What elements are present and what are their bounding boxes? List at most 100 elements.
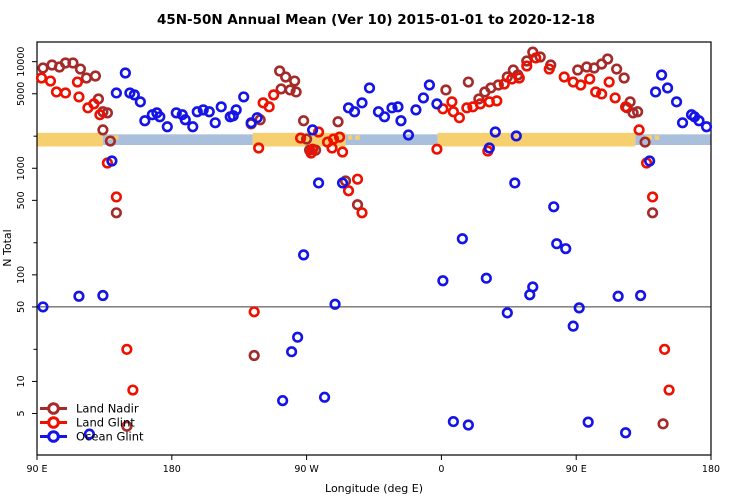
point-land-glint (336, 146, 349, 158)
point-land-glint (530, 52, 542, 64)
point-land-nadir (646, 207, 659, 219)
point-land-nadir (351, 199, 364, 211)
point-ocean-glint (395, 115, 407, 127)
point-ocean-glint (447, 415, 459, 428)
point-ocean-glint (655, 69, 668, 81)
y-tick-label: 100 (16, 266, 27, 284)
legend-label: Land Glint (76, 416, 135, 430)
point-land-glint (59, 87, 72, 99)
point-land-nadir (280, 71, 292, 83)
legend-marker (47, 416, 60, 429)
point-land-nadir (89, 70, 102, 82)
strip-island-speck (113, 135, 119, 140)
point-land-nadir (290, 86, 302, 98)
point-ocean-glint (83, 428, 96, 440)
point-land-glint (575, 79, 587, 91)
point-ocean-glint (612, 290, 624, 302)
point-ocean-glint (527, 281, 539, 293)
plot-frame (36, 41, 712, 456)
point-land-glint (446, 96, 458, 108)
strip-island-speck (654, 135, 660, 140)
point-ocean-glint (567, 320, 579, 332)
point-ocean-glint (306, 124, 319, 136)
point-land-glint (431, 143, 443, 155)
point-land-glint (342, 185, 355, 197)
point-ocean-glint (128, 89, 140, 101)
point-ocean-glint (423, 79, 436, 91)
point-land-glint (110, 191, 122, 203)
point-ocean-glint (431, 98, 443, 110)
point-land-glint (35, 72, 48, 84)
y-tick-label: 50 (16, 301, 27, 313)
point-land-nadir (632, 106, 644, 118)
point-ocean-glint (392, 101, 404, 113)
x-tick-label: 90 W (294, 464, 319, 475)
point-ocean-glint (37, 301, 49, 313)
point-land-glint (558, 71, 570, 83)
point-ocean-glint (170, 107, 182, 119)
strip-island-speck (645, 135, 652, 140)
point-land-glint (658, 343, 671, 355)
y-tick-label: 5000 (16, 82, 27, 106)
point-ocean-glint (97, 289, 109, 302)
point-ocean-glint (230, 104, 242, 116)
point-land-glint (513, 72, 525, 84)
y-tick-label: 500 (16, 191, 27, 209)
point-ocean-glint (510, 130, 522, 142)
point-ocean-glint (386, 102, 398, 114)
point-land-nadir (618, 72, 630, 84)
strip-island-speck (348, 135, 353, 140)
point-ocean-glint (286, 346, 298, 358)
y-axis-label: N Total (1, 229, 14, 266)
point-ocean-glint (191, 106, 203, 118)
x-tick-label: 180 (702, 464, 720, 475)
point-ocean-glint (336, 177, 349, 189)
x-axis-label: Longitude (deg E) (325, 482, 423, 495)
point-land-glint (312, 126, 325, 138)
point-land-nadir (97, 124, 109, 136)
x-tick-label: 90 E (26, 464, 47, 475)
point-land-glint (498, 78, 510, 90)
point-ocean-glint (197, 104, 209, 116)
point-ocean-glint (573, 302, 585, 314)
point-land-glint (521, 60, 533, 72)
point-ocean-glint (329, 298, 341, 310)
point-land-glint (73, 91, 85, 103)
point-land-nadir (80, 72, 93, 84)
data-points-layer (35, 46, 713, 440)
point-land-nadir (121, 420, 133, 432)
x-tick-label: 180 (163, 464, 181, 475)
point-land-nadir (74, 63, 87, 75)
point-ocean-glint (356, 97, 368, 109)
point-land-nadir (332, 116, 344, 128)
point-ocean-glint (209, 117, 221, 129)
point-ocean-glint (139, 115, 151, 127)
point-ocean-glint (417, 92, 430, 104)
strip-land-segment (37, 132, 103, 147)
chart-title: 45N-50N Annual Mean (Ver 10) 2015-01-01 … (157, 12, 595, 28)
point-ocean-glint (292, 331, 304, 343)
point-ocean-glint (251, 112, 263, 124)
point-ocean-glint (548, 201, 560, 213)
y-tick-label: 1000 (16, 156, 27, 180)
point-land-nadir (248, 349, 260, 362)
point-land-glint (447, 106, 459, 118)
point-ocean-glint (348, 106, 361, 118)
point-ocean-glint (312, 177, 325, 189)
point-land-nadir (657, 418, 669, 430)
point-land-nadir (440, 84, 452, 96)
point-ocean-glint (456, 233, 468, 245)
point-land-glint (268, 89, 280, 101)
point-ocean-glint (378, 111, 391, 123)
point-land-nadir (639, 136, 651, 148)
point-ocean-glint (179, 114, 191, 126)
legend-label: Ocean Glint (76, 430, 144, 444)
point-land-glint (543, 63, 555, 75)
point-ocean-glint (676, 117, 689, 129)
point-ocean-glint (670, 96, 683, 108)
point-land-glint (333, 131, 346, 143)
point-ocean-glint (119, 67, 131, 79)
point-ocean-glint (483, 142, 495, 154)
